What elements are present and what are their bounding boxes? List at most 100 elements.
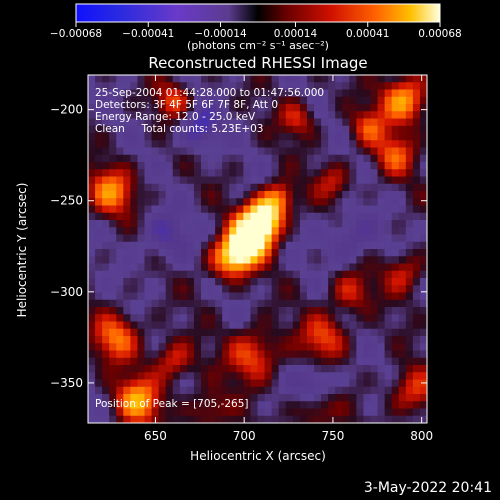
- heatmap-cell: [271, 328, 280, 337]
- heatmap-cell: [186, 299, 195, 308]
- heatmap-cell: [137, 162, 145, 170]
- heatmap-cell: [306, 372, 315, 380]
- heatmap-cell: [222, 75, 230, 83]
- heatmap-cell: [243, 386, 251, 395]
- heatmap-cell: [370, 307, 378, 315]
- heatmap-cell: [215, 154, 223, 163]
- heatmap-cell: [215, 249, 223, 257]
- heatmap-cell: [384, 162, 393, 170]
- heatmap-cell: [151, 350, 160, 359]
- heatmap-cell: [144, 263, 152, 272]
- heatmap-cell: [102, 278, 110, 286]
- heatmap-cell: [88, 212, 96, 221]
- heatmap-cell: [335, 75, 343, 83]
- heatmap-cell: [342, 415, 350, 424]
- heatmap-cell: [201, 111, 209, 119]
- heatmap-cell: [363, 357, 371, 366]
- heatmap-cell: [384, 350, 393, 359]
- heatmap-cell: [236, 314, 244, 322]
- heatmap-cell: [264, 162, 273, 170]
- heatmap-cell: [370, 372, 378, 380]
- heatmap-cell: [363, 256, 371, 264]
- heatmap-cell: [335, 249, 343, 257]
- heatmap-cell: [278, 321, 287, 330]
- heatmap-cell: [391, 191, 400, 199]
- heatmap-cell: [370, 408, 378, 417]
- heatmap-cell: [186, 256, 195, 264]
- heatmap-cell: [271, 162, 280, 170]
- heatmap-cell: [377, 212, 386, 221]
- heatmap-cell: [236, 111, 244, 119]
- heatmap-cell: [285, 183, 294, 192]
- heatmap-cell: [405, 336, 414, 344]
- heatmap-cell: [419, 169, 428, 177]
- heatmap-cell: [370, 343, 378, 351]
- heatmap-cell: [102, 307, 110, 315]
- heatmap-cell: [377, 176, 386, 185]
- heatmap-cell: [186, 343, 195, 351]
- heatmap-cell: [193, 104, 202, 112]
- heatmap-cell: [271, 104, 280, 112]
- heatmap-cell: [102, 336, 110, 344]
- heatmap-cell: [271, 278, 280, 286]
- heatmap-cell: [179, 270, 188, 279]
- heatmap-cell: [335, 365, 343, 373]
- heatmap-cell: [370, 133, 378, 141]
- heatmap-cell: [292, 162, 301, 170]
- heatmap-cell: [306, 205, 315, 214]
- heatmap-cell: [201, 365, 209, 373]
- heatmap-cell: [349, 75, 357, 83]
- heatmap-cell: [137, 350, 145, 359]
- heatmap-cell: [193, 408, 202, 417]
- heatmap-cell: [363, 263, 371, 272]
- heatmap-cell: [306, 314, 315, 322]
- heatmap-cell: [193, 154, 202, 163]
- heatmap-cell: [144, 415, 152, 424]
- heatmap-cell: [250, 147, 258, 156]
- heatmap-cell: [328, 263, 336, 272]
- heatmap-cell: [398, 220, 407, 228]
- heatmap-cell: [130, 118, 138, 127]
- heatmap-cell: [243, 82, 251, 90]
- heatmap-cell: [102, 314, 110, 322]
- heatmap-cell: [356, 133, 364, 141]
- heatmap-cell: [151, 169, 160, 177]
- y-tick-label: −300: [50, 285, 83, 299]
- heatmap-cell: [215, 147, 223, 156]
- annotations: 25-Sep-2004 01:44:28.000 to 01:47:56.000…: [95, 87, 324, 410]
- heatmap-cell: [292, 140, 301, 148]
- heatmap-cell: [306, 343, 315, 351]
- heatmap-cell: [306, 75, 315, 83]
- heatmap-cell: [123, 125, 131, 134]
- heatmap-cell: [349, 415, 357, 424]
- heatmap-cell: [172, 263, 181, 272]
- heatmap-cell: [250, 357, 258, 366]
- heatmap-cell: [321, 162, 329, 170]
- heatmap-cell: [349, 365, 357, 373]
- heatmap-cell: [257, 415, 265, 424]
- heatmap-cell: [123, 118, 131, 127]
- heatmap-cell: [201, 357, 209, 366]
- heatmap-cell: [102, 82, 110, 90]
- heatmap-cell: [102, 118, 110, 127]
- heatmap-cell: [328, 314, 336, 322]
- heatmap-cell: [342, 89, 350, 98]
- heatmap-cell: [412, 82, 421, 90]
- heatmap-cell: [306, 336, 315, 344]
- heatmap-cell: [335, 292, 343, 301]
- heatmap-cell: [208, 401, 216, 409]
- heatmap-cell: [285, 292, 294, 301]
- heatmap-cell: [363, 321, 371, 330]
- heatmap-cell: [349, 394, 357, 402]
- heatmap-cell: [158, 169, 167, 177]
- heatmap-cell: [349, 343, 357, 351]
- heatmap-cell: [130, 299, 138, 308]
- heatmap-cell: [356, 82, 364, 90]
- heatmap-cell: [151, 299, 160, 308]
- heatmap-cell: [257, 89, 265, 98]
- heatmap-cell: [229, 82, 237, 90]
- heatmap-cell: [123, 205, 131, 214]
- heatmap-cell: [201, 343, 209, 351]
- heatmap-cell: [278, 133, 287, 141]
- heatmap-cell: [349, 234, 357, 243]
